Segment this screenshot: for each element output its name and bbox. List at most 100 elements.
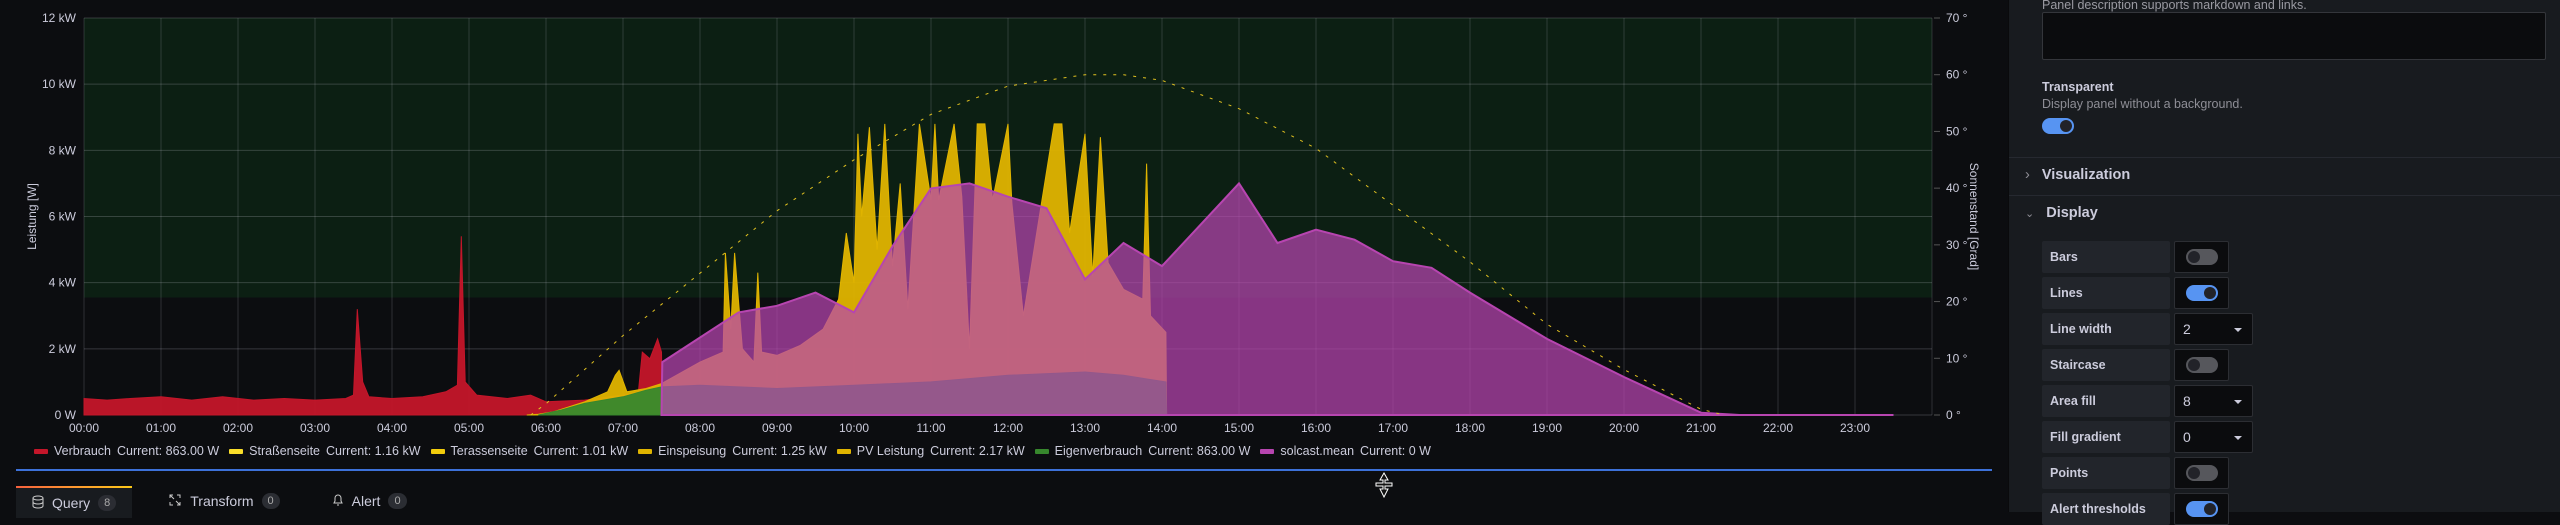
query-count-badge: 8 <box>98 495 117 511</box>
database-icon <box>32 495 44 512</box>
series-solcast-mean <box>660 181 1894 416</box>
legend-series-name: Einspeisung <box>658 444 727 458</box>
bars-toggle-container <box>2174 241 2229 273</box>
x-tick-label: 22:00 <box>1763 421 1793 435</box>
legend-swatch <box>638 448 653 454</box>
section-display-label: Display <box>2046 205 2098 221</box>
tab-transform-label: Transform <box>190 493 254 509</box>
divider <box>2009 157 2560 158</box>
legend-current-value: Current: 0 W <box>1360 444 1431 458</box>
legend-current-value: Current: 863.00 W <box>116 444 220 458</box>
tab-alert-label: Alert <box>351 493 381 509</box>
y2-tick-label: 40 ° <box>1946 181 1968 195</box>
x-tick-label: 11:00 <box>916 421 945 435</box>
x-tick-label: 14:00 <box>1147 421 1177 435</box>
transparent-description: Display panel without a background. <box>2042 97 2243 111</box>
description-textarea[interactable] <box>2042 12 2546 60</box>
tab-transform[interactable]: Transform 0 <box>152 486 295 516</box>
legend-item[interactable]: solcast.mean Current: 0 W <box>1260 444 1431 458</box>
fill-gradient-select[interactable]: 0 <box>2174 421 2253 453</box>
legend-series-name: Terassenseite <box>450 444 528 458</box>
legend-item[interactable]: PV Leistung Current: 2.17 kW <box>836 444 1025 458</box>
area-fill-select[interactable]: 8 <box>2174 385 2253 417</box>
legend-swatch <box>836 448 851 454</box>
tab-query[interactable]: Query 8 <box>16 486 133 518</box>
legend-swatch <box>1260 448 1275 454</box>
transparent-toggle[interactable] <box>2042 118 2074 134</box>
x-tick-label: 17:00 <box>1378 421 1408 435</box>
section-display[interactable]: ⌄ Display <box>2025 205 2098 221</box>
area-fill-value: 8 <box>2183 393 2191 409</box>
alert-thresholds-toggle-container <box>2174 493 2229 525</box>
legend-swatch <box>430 448 445 454</box>
x-tick-label: 09:00 <box>762 421 792 435</box>
chevron-right-icon: › <box>2025 167 2030 183</box>
caret-down-icon <box>2234 436 2242 440</box>
legend-item[interactable]: Einspeisung Current: 1.25 kW <box>638 444 827 458</box>
alert-count-badge: 0 <box>388 493 407 509</box>
x-tick-label: 08:00 <box>685 421 715 435</box>
legend-current-value: Current: 1.01 kW <box>533 444 629 458</box>
legend-item[interactable]: Terassenseite Current: 1.01 kW <box>430 444 629 458</box>
legend-item[interactable]: Eigenverbrauch Current: 863.00 W <box>1034 444 1250 458</box>
legend-current-value: Current: 1.16 kW <box>326 444 421 458</box>
x-tick-label: 20:00 <box>1609 421 1639 435</box>
chevron-down-icon: ⌄ <box>2025 207 2035 220</box>
panel-splitter[interactable] <box>16 469 1992 471</box>
sun-elevation-line <box>530 74 1725 416</box>
transform-icon <box>168 493 182 510</box>
options-pane: Panel description supports markdown and … <box>2008 0 2560 525</box>
transform-count-badge: 0 <box>261 493 280 509</box>
y-tick-label: 6 kW <box>49 210 77 224</box>
legend-series-name: Verbrauch <box>54 444 111 458</box>
y-axis-label: Leistung [W] <box>25 183 39 250</box>
x-tick-label: 15:00 <box>1224 421 1254 435</box>
section-visualization[interactable]: › Visualization <box>2025 167 2130 183</box>
x-tick-label: 18:00 <box>1455 421 1485 435</box>
legend-current-value: Current: 1.25 kW <box>732 444 827 458</box>
lines-toggle[interactable] <box>2186 285 2218 301</box>
timeseries-chart[interactable]: 0 W 2 kW 4 kW 6 kW 8 kW 10 kW 12 kW 0 ° 10 ° 20 °… <box>0 0 2000 440</box>
y-tick-label: 0 W <box>55 408 77 422</box>
fill-gradient-label: Fill gradient <box>2042 421 2170 453</box>
x-tick-label: 10:00 <box>839 421 869 435</box>
fill-gradient-value: 0 <box>2183 429 2191 445</box>
staircase-toggle-container <box>2174 349 2229 381</box>
y2-tick-label: 60 ° <box>1946 68 1968 82</box>
description-hint: Panel description supports markdown and … <box>2042 0 2307 12</box>
legend-item[interactable]: Verbrauch Current: 863.00 W <box>34 444 219 458</box>
x-tick-label: 13:00 <box>1070 421 1100 435</box>
y2-tick-label: 70 ° <box>1946 11 1968 25</box>
transparent-label: Transparent <box>2042 80 2114 94</box>
series-verbrauch <box>83 236 663 416</box>
staircase-toggle[interactable] <box>2186 357 2218 373</box>
lines-toggle-container <box>2174 277 2229 309</box>
caret-down-icon <box>2234 400 2242 404</box>
x-tick-label: 06:00 <box>531 421 561 435</box>
legend-item[interactable]: Straßenseite Current: 1.16 kW <box>229 444 421 458</box>
points-toggle[interactable] <box>2186 465 2218 481</box>
legend-series-name: Eigenverbrauch <box>1054 444 1143 458</box>
x-tick-label: 05:00 <box>454 421 484 435</box>
resize-cursor-icon <box>1375 472 1393 498</box>
line-width-select[interactable]: 2 <box>2174 313 2253 345</box>
alert-thresholds-toggle[interactable] <box>2186 501 2218 517</box>
tab-alert[interactable]: Alert 0 <box>316 486 423 516</box>
y-tick-label: 12 kW <box>42 11 77 25</box>
bell-icon <box>332 493 344 510</box>
x-tick-label: 04:00 <box>377 421 407 435</box>
y2-tick-label: 0 ° <box>1946 408 1961 422</box>
legend-swatch <box>1034 448 1049 454</box>
y2-axis-label: Sonnenstand [Grad] <box>1967 163 1981 270</box>
line-width-value: 2 <box>2183 321 2191 337</box>
legend-swatch <box>229 448 244 454</box>
x-tick-label: 23:00 <box>1840 421 1870 435</box>
x-tick-label: 16:00 <box>1301 421 1331 435</box>
legend-series-name: PV Leistung <box>856 444 925 458</box>
section-visualization-label: Visualization <box>2041 167 2131 183</box>
x-tick-label: 01:00 <box>146 421 176 435</box>
x-tick-label: 03:00 <box>300 421 330 435</box>
x-tick-label: 21:00 <box>1686 421 1716 435</box>
area-fill-label: Area fill <box>2042 385 2170 417</box>
bars-toggle[interactable] <box>2186 249 2218 265</box>
